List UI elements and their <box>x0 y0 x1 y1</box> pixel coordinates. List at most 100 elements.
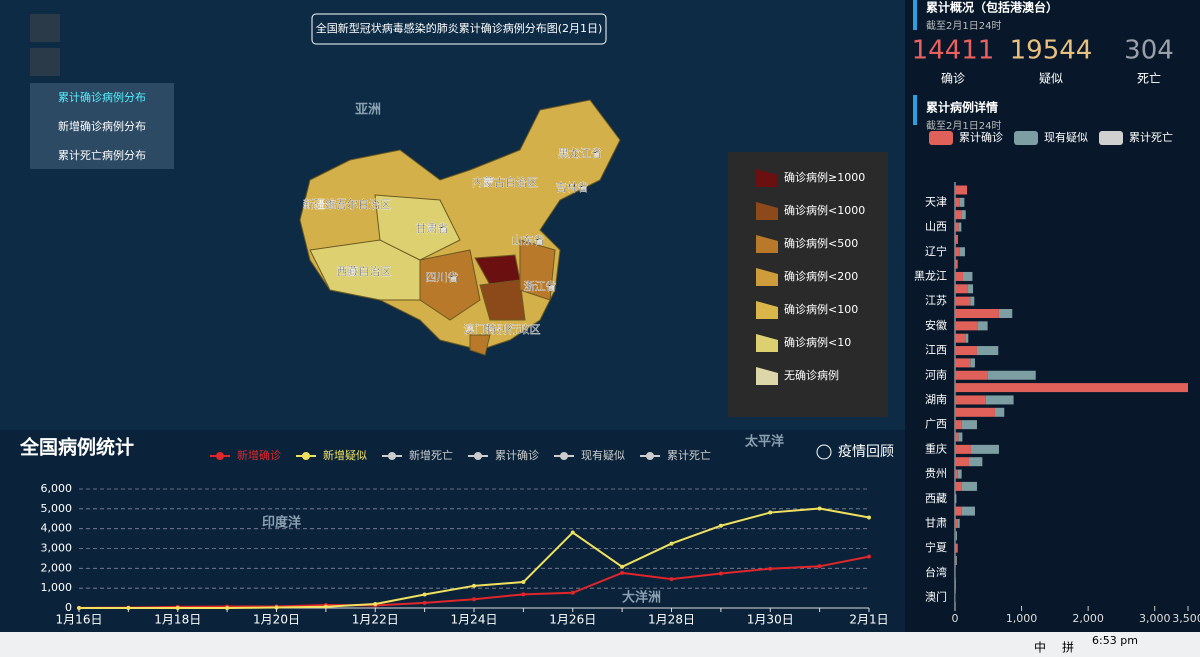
legend-label[interactable]: 累计死亡 <box>667 448 711 462</box>
y-tick-label: 宁夏 <box>925 540 947 554</box>
legend-dot <box>560 452 568 460</box>
map-title: 全国新型冠状病毒感染的肺炎累计确诊病例分布图(2月1日) <box>316 21 603 35</box>
bar <box>955 506 962 516</box>
summary-title: 累计概况（包括港澳台） <box>926 0 1058 15</box>
bar <box>961 506 975 516</box>
y-tick-label: 黑龙江 <box>914 269 947 282</box>
x-tick-label: 2月1日 <box>849 613 888 627</box>
bar <box>994 407 1005 417</box>
bar <box>968 457 983 467</box>
point <box>521 580 526 585</box>
legend-swatch <box>756 334 778 352</box>
bar <box>955 247 960 257</box>
bar <box>955 518 958 528</box>
point <box>669 541 674 546</box>
y-tick-label: 广西 <box>925 418 947 431</box>
ime: 中 <box>1034 640 1046 655</box>
legend-label: 累计死亡 <box>1129 130 1173 144</box>
map-legend-box <box>728 152 888 417</box>
y-tick-label: 辽宁 <box>925 244 947 258</box>
bar <box>965 333 969 343</box>
x-tick-label: 3,000 <box>1139 612 1171 625</box>
legend-label[interactable]: 累计确诊 <box>495 448 539 462</box>
menu-button[interactable] <box>30 48 60 76</box>
legend-dot <box>302 452 310 460</box>
legend-label: 确诊病例<200 <box>784 269 858 283</box>
bar <box>955 469 958 479</box>
line-title: 全国病例统计 <box>19 436 134 459</box>
y-tick-label: 5,000 <box>41 502 73 515</box>
y-tick-label: 安徽 <box>925 318 947 332</box>
y-tick-label: 江苏 <box>925 294 947 307</box>
bar <box>955 568 956 578</box>
bar <box>959 247 965 257</box>
x-tick-label: 1月28日 <box>648 613 695 627</box>
legend-label[interactable]: 新增确诊 <box>237 448 281 462</box>
x-tick-label: 0 <box>952 612 959 625</box>
bar <box>955 494 957 504</box>
menu-item[interactable]: 新增确诊病例分布 <box>58 119 146 133</box>
legend-label: 无确诊病例 <box>784 368 839 382</box>
home-button[interactable] <box>30 14 60 42</box>
point <box>718 523 723 528</box>
bar <box>955 395 986 405</box>
point <box>867 515 871 520</box>
x-tick-label: 1月20日 <box>253 613 300 627</box>
point <box>521 592 526 597</box>
point <box>373 602 378 607</box>
point <box>422 600 427 605</box>
y-tick-label: 河南 <box>925 368 947 381</box>
legend-label[interactable]: 新增疑似 <box>323 448 367 462</box>
legend-swatch <box>756 169 778 187</box>
point <box>867 554 871 559</box>
point <box>620 570 625 575</box>
bar <box>955 407 995 417</box>
bar <box>955 358 971 368</box>
province-label: 吉林省 <box>556 180 589 194</box>
bar <box>985 395 1014 405</box>
bar <box>970 296 975 306</box>
x-tick-label: 1月22日 <box>352 613 399 627</box>
menu-item[interactable]: 累计确诊病例分布 <box>58 90 146 104</box>
summary-subtitle: 截至2月1日24时 <box>926 19 1001 32</box>
bar <box>955 197 960 207</box>
bar <box>955 271 963 281</box>
province-label: 内蒙古自治区 <box>472 175 538 189</box>
bar <box>956 259 958 269</box>
point <box>768 510 773 515</box>
province-label: 四川省 <box>426 271 459 284</box>
legend-swatch <box>756 301 778 319</box>
legend-dot <box>474 452 482 460</box>
legend-label[interactable]: 新增死亡 <box>409 448 453 462</box>
menu-panel <box>30 83 174 169</box>
bar <box>955 531 957 541</box>
point <box>472 597 476 602</box>
point <box>570 590 575 595</box>
region-label: 亚洲 <box>355 103 381 118</box>
legend-label: 确诊病例≥1000 <box>784 170 865 184</box>
bar <box>955 346 977 356</box>
point <box>718 571 723 576</box>
province-label: 西藏自治区 <box>337 264 392 278</box>
y-tick-label: 西藏 <box>925 492 947 505</box>
bar-title: 累计病例详情 <box>926 100 998 115</box>
bar <box>955 531 956 541</box>
point <box>768 566 773 571</box>
region-label: 印度洋 <box>262 515 301 531</box>
legend-swatch <box>756 235 778 253</box>
legend-dot <box>646 452 654 460</box>
legend-label: 现有疑似 <box>1044 130 1088 144</box>
play-icon[interactable] <box>816 444 832 460</box>
y-tick-label: 贵州 <box>925 467 947 480</box>
legend-swatch <box>756 202 778 220</box>
legend-label[interactable]: 现有疑似 <box>581 448 625 462</box>
point <box>570 530 575 535</box>
x-tick-label: 1月24日 <box>451 613 498 627</box>
bar <box>955 432 959 442</box>
bar <box>955 444 971 454</box>
button-label[interactable]: 疫情回顾 <box>838 444 894 460</box>
menu-item[interactable]: 累计死亡病例分布 <box>58 148 146 162</box>
point <box>422 592 427 597</box>
y-tick-label: 重庆 <box>925 441 947 455</box>
accent <box>913 95 917 125</box>
